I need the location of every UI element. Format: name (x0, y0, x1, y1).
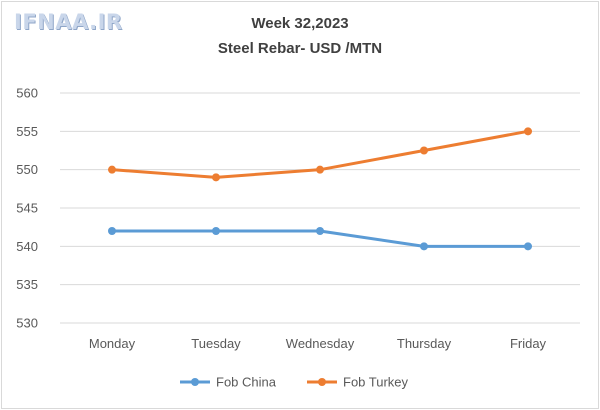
data-point (316, 165, 324, 174)
data-point (108, 165, 116, 174)
y-tick-label: 545 (16, 201, 38, 216)
y-tick-label: 560 (16, 86, 38, 101)
data-point (524, 242, 532, 251)
chart-title: Week 32,2023 (251, 15, 349, 32)
data-point (212, 227, 220, 235)
y-tick-label: 550 (16, 162, 38, 177)
legend: Fob China Fob Turkey (180, 375, 409, 390)
y-tick-label: 535 (16, 277, 38, 292)
data-point (316, 227, 324, 235)
legend-label: Fob Turkey (343, 375, 409, 390)
watermark-logo: IFNAA.IR (14, 10, 123, 34)
x-tick-label: Monday (89, 336, 136, 351)
series-layer (108, 127, 532, 251)
legend-marker (318, 378, 326, 386)
legend-marker (191, 378, 199, 386)
data-point (524, 127, 532, 136)
y-axis-ticks: 530 535 540 545 550 555 560 (16, 86, 38, 331)
y-tick-label: 555 (16, 124, 38, 139)
x-tick-label: Thursday (397, 336, 452, 351)
legend-label: Fob China (216, 375, 277, 390)
y-tick-label: 530 (16, 316, 38, 331)
x-axis-ticks: Monday Tuesday Wednesday Thursday Friday (89, 336, 547, 351)
data-point (108, 227, 116, 235)
x-tick-label: Wednesday (286, 336, 355, 351)
chart-subtitle: Steel Rebar- USD /MTN (217, 40, 383, 57)
x-tick-label: Friday (510, 336, 547, 351)
data-point (420, 242, 428, 251)
x-tick-label: Tuesday (191, 336, 241, 351)
data-point (212, 173, 220, 182)
grid-lines (60, 92, 580, 324)
y-tick-label: 540 (16, 239, 38, 254)
data-point (420, 146, 428, 155)
